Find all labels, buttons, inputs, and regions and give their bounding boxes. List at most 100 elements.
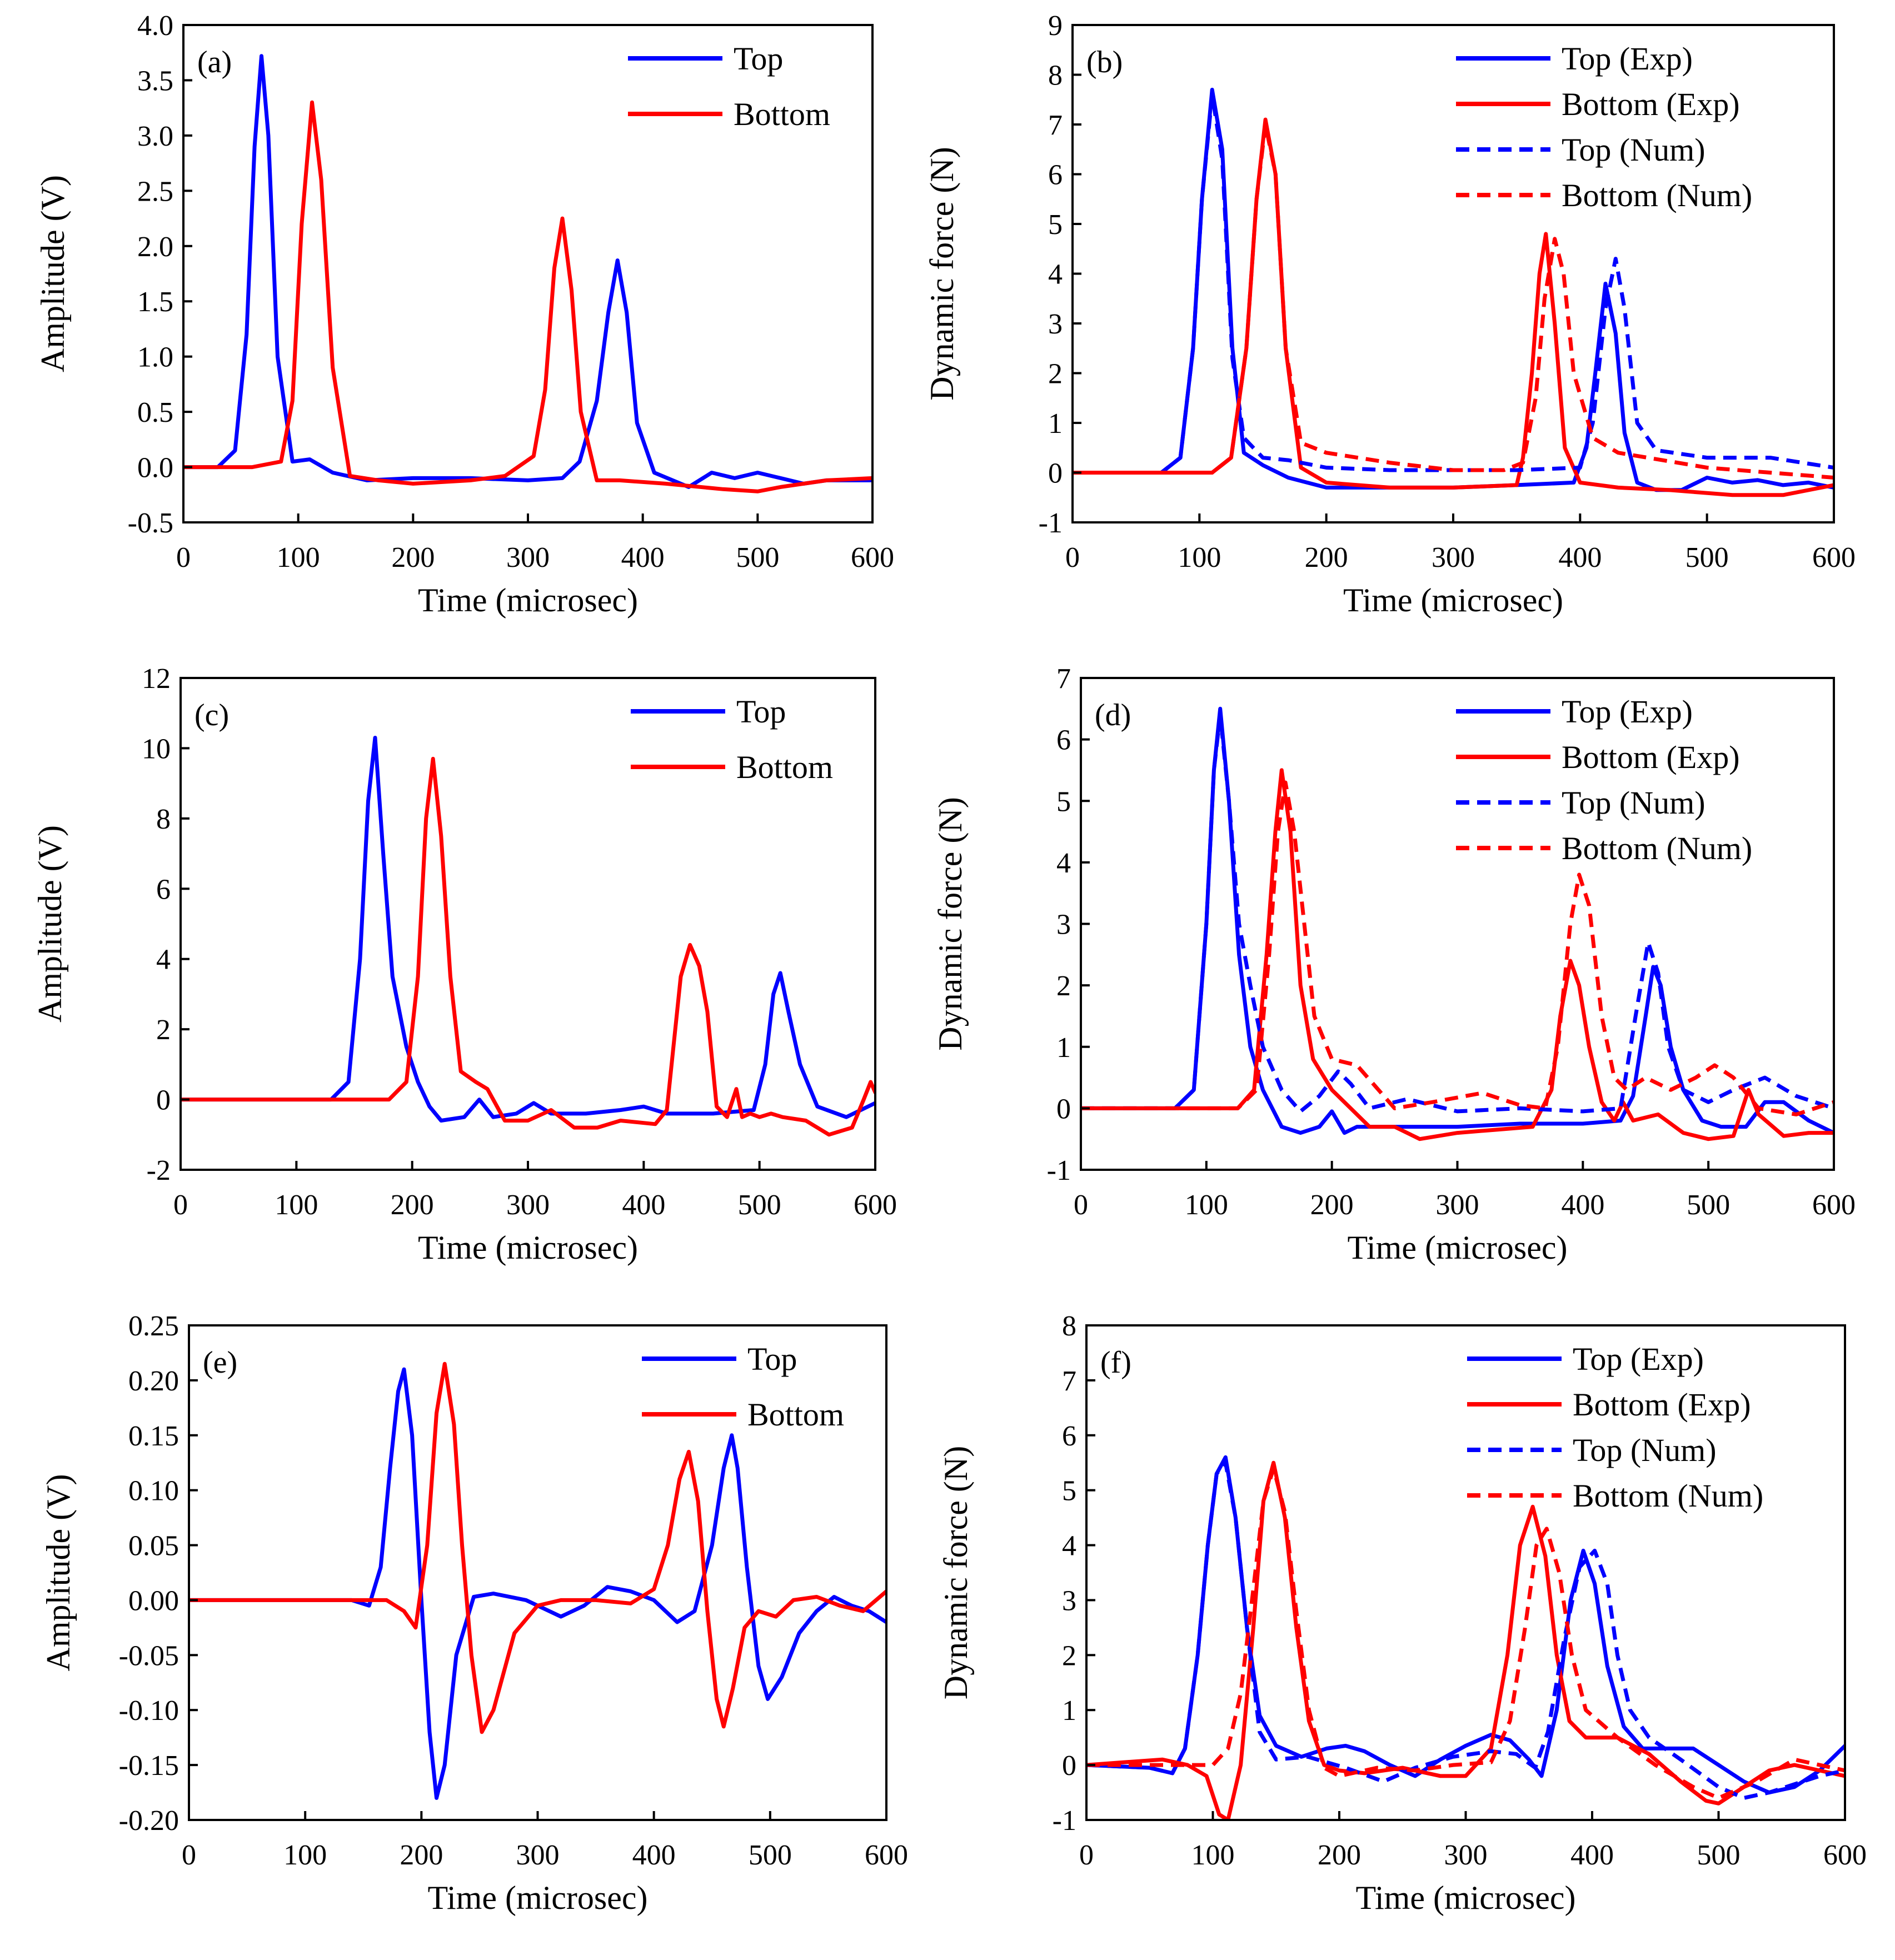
legend-label: Top — [734, 41, 783, 77]
panel-label: (f) — [1100, 1345, 1131, 1380]
y-tick-label: 7 — [1048, 109, 1063, 141]
y-tick-label: -2 — [147, 1155, 171, 1186]
legend-label: Bottom — [736, 749, 833, 785]
legend-label: Bottom — [734, 96, 830, 132]
y-tick-label: 5 — [1062, 1475, 1076, 1507]
series-line-bottom-exp — [1073, 117, 1834, 497]
x-tick-label: 0 — [1079, 1839, 1094, 1871]
y-tick-label: 0.0 — [137, 452, 173, 484]
x-axis-title: Time (microsec) — [427, 1879, 647, 1916]
legend-label: Top (Exp) — [1573, 1341, 1704, 1377]
y-tick-label: 10 — [142, 733, 171, 765]
series-group — [189, 1361, 886, 1800]
series-line-bottom-num — [1081, 780, 1834, 1116]
legend-label: Bottom (Num) — [1562, 177, 1752, 213]
y-tick-label: 0.20 — [128, 1365, 179, 1397]
y-tick-label: 7 — [1056, 663, 1071, 695]
series-line-bottom-num — [1086, 1466, 1845, 1800]
x-tick-label: 100 — [283, 1839, 327, 1871]
x-tick-label: 600 — [1812, 1189, 1856, 1221]
y-tick-label: -1 — [1047, 1155, 1071, 1186]
y-tick-label: 2 — [1056, 970, 1071, 1002]
x-tick-label: 600 — [1812, 542, 1856, 573]
x-tick-label: 200 — [391, 542, 435, 573]
y-tick-label: 1 — [1056, 1032, 1071, 1064]
y-tick-label: 2 — [1048, 358, 1063, 390]
legend-label: Top (Exp) — [1562, 41, 1693, 77]
y-tick-label: -0.05 — [119, 1640, 179, 1672]
series-group — [181, 736, 875, 1137]
y-tick-label: 2.0 — [137, 231, 173, 263]
y-tick-label: 9 — [1048, 10, 1063, 42]
y-tick-label: 0.15 — [128, 1420, 179, 1452]
y-tick-label: 1 — [1062, 1695, 1076, 1727]
x-tick-label: 600 — [1823, 1839, 1867, 1871]
x-tick-label: 500 — [1687, 1189, 1730, 1221]
panel-label: (c) — [195, 698, 229, 732]
x-tick-label: 500 — [1685, 542, 1729, 573]
series-group — [183, 54, 872, 493]
series-group — [1086, 1455, 1845, 1820]
legend-label: Bottom (Num) — [1573, 1478, 1763, 1514]
y-tick-label: 4 — [1056, 847, 1071, 879]
chart-panel-e: 0 100 200 300 400 500 600 -0.20 -0.15 -0.10 -0.05 0… — [40, 1310, 908, 1916]
x-tick-label: 600 — [851, 542, 894, 573]
y-tick-label: 6 — [1048, 159, 1063, 191]
x-tick-label: 200 — [400, 1839, 443, 1871]
x-axis-title: Time (microsec) — [418, 582, 638, 619]
x-tick-label: 500 — [738, 1189, 781, 1221]
panel-label: (d) — [1095, 698, 1131, 732]
y-tick-label: 5 — [1056, 786, 1071, 817]
y-axis-title: Dynamic force (N) — [937, 1446, 974, 1699]
series-line-bottom-num — [1073, 122, 1834, 480]
y-tick-label: 8 — [1062, 1310, 1076, 1342]
legend-label: Top (Num) — [1562, 785, 1705, 821]
x-tick-label: 400 — [1570, 1839, 1614, 1871]
y-tick-label: 0 — [1062, 1750, 1076, 1782]
x-tick-label: 0 — [1065, 542, 1080, 573]
series-line-bottom — [183, 100, 872, 493]
panel-label: (b) — [1086, 45, 1123, 79]
y-tick-label: 1.5 — [137, 286, 173, 318]
series-line-top-num — [1081, 712, 1834, 1114]
x-tick-label: 500 — [749, 1839, 792, 1871]
y-tick-label: -0.5 — [128, 507, 173, 539]
y-tick-label: 3 — [1048, 308, 1063, 340]
y-tick-label: 6 — [1056, 725, 1071, 756]
x-tick-label: 300 — [506, 542, 550, 573]
x-tick-label: 100 — [1178, 542, 1221, 573]
y-tick-label: 0.00 — [128, 1585, 179, 1617]
x-tick-label: 200 — [1310, 1189, 1354, 1221]
y-tick-label: 0.10 — [128, 1475, 179, 1507]
y-tick-label: 0.05 — [128, 1530, 179, 1562]
legend-label: Bottom — [747, 1397, 844, 1433]
y-tick-label: 3 — [1062, 1585, 1076, 1617]
y-tick-label: 4 — [1062, 1530, 1076, 1562]
legend-label: Top (Num) — [1562, 132, 1705, 168]
legend-label: Top — [747, 1341, 797, 1377]
chart-panel-a: 0 100 200 300 400 500 600 -0.5 0.0 0.5 1.0 1.5 2.0 2.… — [34, 10, 894, 619]
y-tick-label: 4 — [1048, 259, 1063, 291]
y-tick-label: 2 — [156, 1014, 171, 1046]
x-tick-label: 400 — [1561, 1189, 1604, 1221]
series-line-top-num — [1073, 92, 1834, 475]
y-tick-label: 2.5 — [137, 176, 173, 207]
series-line-bottom — [189, 1361, 886, 1734]
series-line-top-num — [1086, 1460, 1845, 1800]
y-tick-label: 1.0 — [137, 342, 173, 373]
x-tick-label: 500 — [736, 542, 779, 573]
y-axis-title: Dynamic force (N) — [924, 147, 960, 400]
y-tick-label: 0 — [1056, 1093, 1071, 1125]
y-tick-label: 0.5 — [137, 397, 173, 428]
series-line-top — [181, 736, 875, 1123]
y-tick-label: -0.10 — [119, 1695, 179, 1727]
y-tick-label: 0 — [156, 1085, 171, 1116]
legend-label: Bottom (Exp) — [1562, 86, 1740, 122]
x-tick-label: 100 — [277, 542, 320, 573]
y-tick-label: 8 — [156, 804, 171, 835]
series-line-top-exp — [1086, 1455, 1845, 1795]
